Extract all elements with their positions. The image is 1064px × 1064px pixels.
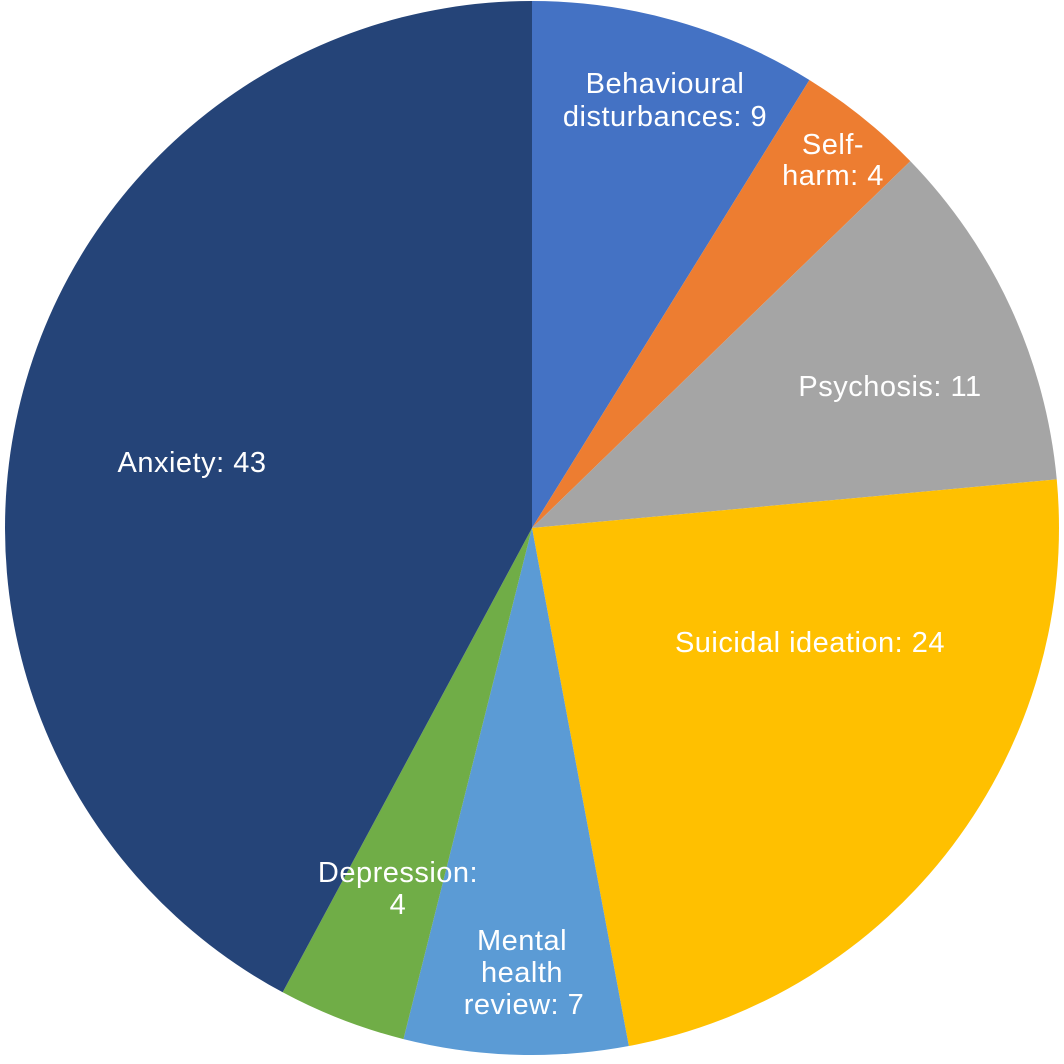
pie-slice-depression	[282, 528, 532, 1040]
pie-slice-anxiety	[5, 1, 533, 993]
slice-label-suicidal-ideation-line-1: Suicidal ideation: 24	[675, 627, 945, 659]
slice-label-mental-health-review-line-3: review: 7	[464, 989, 585, 1021]
pie-slice-mental-health-review	[403, 528, 629, 1056]
slice-label-behavioural-disturbances-line-2: disturbances: 9	[563, 101, 767, 133]
slice-label-depression-line-2: 4	[390, 889, 407, 921]
slice-label-mental-health-review-line-1: Mental	[477, 925, 567, 957]
slice-label-behavioural-disturbances-line-1: Behavioural	[586, 68, 745, 100]
slice-label-self-harm-line-1: Self-	[802, 129, 864, 161]
pie-slice-behavioural-disturbances	[532, 1, 810, 528]
pie-slice-suicidal-ideation	[532, 479, 1059, 1047]
slice-label-depression-line-1: Depression:	[318, 857, 478, 889]
slice-label-anxiety-line-1: Anxiety: 43	[118, 447, 267, 479]
slice-label-mental-health-review-line-2: health	[481, 957, 563, 989]
slice-label-self-harm-line-2: harm: 4	[782, 160, 884, 192]
slice-label-psychosis-line-1: Psychosis: 11	[798, 371, 981, 403]
pie-slice-self-harm	[532, 79, 911, 528]
pie-slice-psychosis	[532, 161, 1057, 528]
